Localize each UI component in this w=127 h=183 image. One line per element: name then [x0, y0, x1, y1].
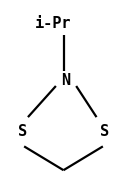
Text: N: N: [61, 73, 71, 88]
Text: S: S: [100, 124, 109, 139]
Text: i-Pr: i-Pr: [35, 16, 72, 31]
Text: S: S: [18, 124, 27, 139]
